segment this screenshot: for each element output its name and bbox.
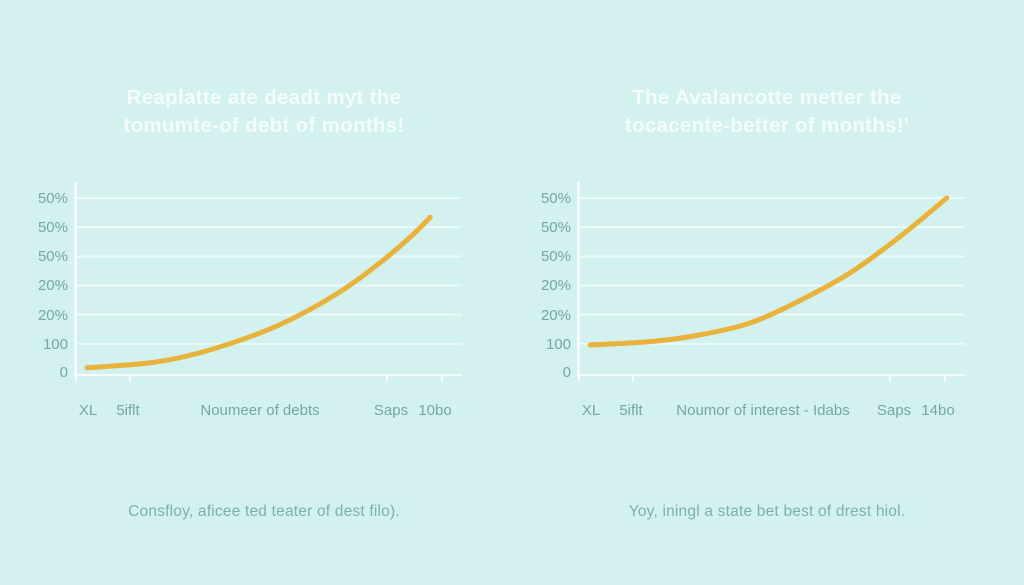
x-tick-label: 10bo [418, 402, 452, 419]
y-tick-label: 20% [37, 277, 68, 294]
chart-caption: Yoy, iningl a state bet best of drest hi… [628, 503, 906, 520]
chart-title-line1: Reaplatte ate deadt myt the [126, 86, 402, 109]
chart-title: Reaplatte ate deadt myt the tomumte-of d… [62, 84, 466, 140]
x-tick-label: 14bo [921, 402, 955, 419]
x-tick-label: 5iflt [116, 402, 140, 419]
line-chart [74, 181, 462, 382]
x-tick-label: Saps [373, 402, 409, 419]
x-tick-label: XL [581, 402, 601, 419]
x-tick-label: 5iflt [619, 402, 643, 419]
y-tick-label: 20% [540, 277, 571, 294]
y-tick-label: 20% [540, 307, 571, 324]
y-tick-label: 0 [59, 364, 68, 381]
panel-debt-chart: Reaplatte ate deadt myt the tomumte-of d… [37, 84, 466, 520]
y-tick-label: 50% [37, 219, 68, 236]
x-tick-label: XL [78, 402, 98, 419]
panel-interest-chart: The Avalancotte metter the tocacente-bet… [503, 0, 1024, 585]
y-tick-label: 50% [540, 248, 571, 265]
chart-title-line1: The Avalancotte metter the [632, 86, 902, 109]
chart-title: The Avalancotte metter the tocacente-bet… [565, 84, 969, 140]
y-tick-label: 50% [540, 219, 571, 236]
y-tick-label: 100 [545, 336, 571, 353]
x-axis-label: Noumeer of debts [200, 402, 320, 419]
growth-curve [84, 214, 433, 371]
chart-caption: Consfloy, aficee ted teater of dest filo… [128, 503, 400, 520]
chart-title-line2: tomumte-of debt of months! [123, 114, 405, 137]
growth-curve [587, 195, 950, 348]
y-tick-label: 50% [37, 248, 68, 265]
x-axis-label: Noumor of interest - Idabs [676, 402, 850, 419]
x-tick-label: Saps [876, 402, 912, 419]
chart-title-line2: tocacente-better of months!' [624, 114, 910, 137]
y-tick-label: 20% [37, 307, 68, 324]
y-tick-label: 100 [42, 336, 68, 353]
y-tick-label: 50% [37, 190, 68, 207]
line-chart [577, 181, 965, 382]
y-tick-label: 0 [562, 364, 571, 381]
y-tick-label: 50% [540, 190, 571, 207]
